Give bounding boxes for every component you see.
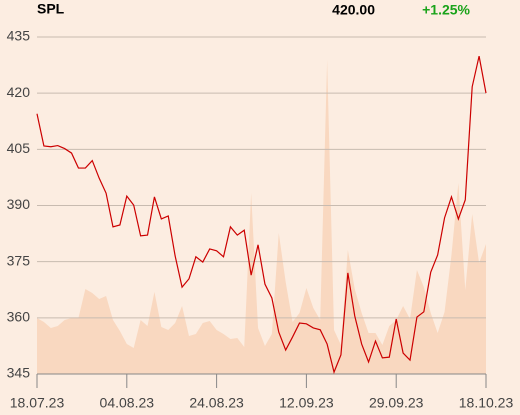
symbol: SPL — [37, 1, 65, 17]
last-price: 420.00 — [332, 2, 375, 18]
volume-area — [37, 60, 486, 374]
x-tick-label: 04.08.23 — [100, 395, 155, 411]
y-tick-label: 420 — [7, 84, 31, 100]
y-tick-label: 375 — [7, 252, 31, 268]
x-tick-label: 18.07.23 — [10, 395, 65, 411]
price-change: +1.25% — [422, 2, 470, 18]
y-tick-label: 345 — [7, 365, 31, 381]
x-tick-label: 29.09.23 — [369, 395, 424, 411]
price-line — [36, 55, 487, 375]
y-tick-label: 390 — [7, 196, 31, 212]
x-tick-label: 12.09.23 — [279, 395, 334, 411]
x-tick-label: 18.10.23 — [459, 395, 514, 411]
y-tick-label: 405 — [7, 140, 31, 156]
y-tick-label: 435 — [7, 28, 31, 44]
y-tick-label: 360 — [7, 309, 31, 325]
x-tick-label: 24.08.23 — [189, 395, 244, 411]
